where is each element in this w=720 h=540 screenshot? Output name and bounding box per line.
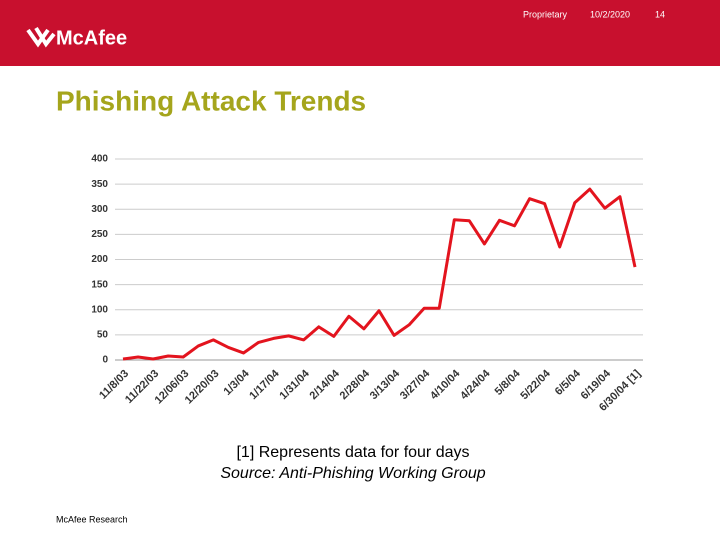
y-tick-label: 400 <box>91 154 108 165</box>
y-tick-label: 300 <box>91 204 108 215</box>
x-tick-label: 2/28/04 <box>338 367 373 402</box>
source: Source: Anti-Phishing Working Group <box>220 465 485 482</box>
y-tick-label: 150 <box>91 279 108 290</box>
y-tick-label: 0 <box>102 355 108 366</box>
logo-text: McAfee <box>56 27 127 49</box>
y-tick-label: 100 <box>91 304 108 315</box>
footnote: [1] Represents data for four days <box>236 444 469 461</box>
x-tick-label: 4/24/04 <box>458 367 493 402</box>
line-series <box>122 187 637 361</box>
slide-title: Phishing Attack Trends <box>56 85 366 116</box>
header-band <box>0 0 720 66</box>
y-tick-label: 350 <box>91 179 108 190</box>
y-tick-label: 200 <box>91 254 108 265</box>
x-tick-label: 1/31/04 <box>277 367 312 402</box>
x-tick-label: 4/10/04 <box>428 367 463 402</box>
y-tick-label: 250 <box>91 229 108 240</box>
date: 10/2/2020 <box>590 9 630 19</box>
x-tick-label: 2/14/04 <box>308 367 343 402</box>
page-number: 14 <box>655 9 665 19</box>
y-tick-label: 50 <box>97 330 109 341</box>
x-tick-label: 3/13/04 <box>368 367 403 402</box>
x-tick-label: 5/22/04 <box>518 367 553 402</box>
x-tick-label: 3/27/04 <box>398 367 433 402</box>
proprietary: Proprietary <box>523 9 568 19</box>
logo-icon <box>26 26 56 48</box>
footer: McAfee Research <box>56 514 128 524</box>
x-tick-label: 1/17/04 <box>247 367 282 402</box>
